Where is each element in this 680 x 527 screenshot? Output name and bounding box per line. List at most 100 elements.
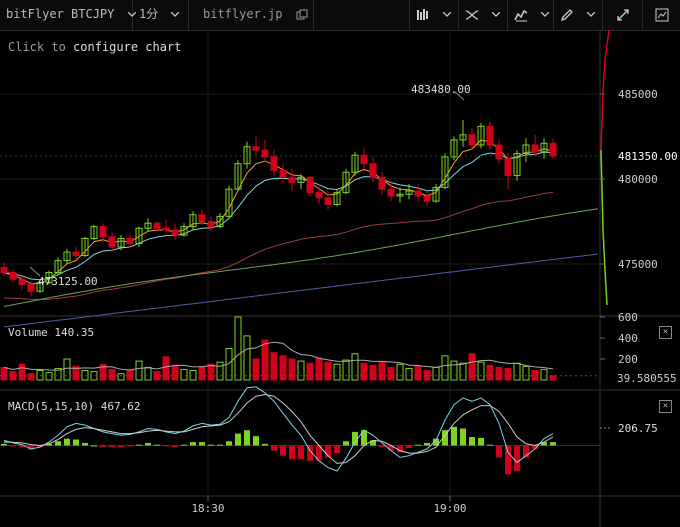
candle-body[interactable]	[495, 144, 503, 160]
candle-body[interactable]	[108, 236, 116, 248]
candle-body[interactable]	[18, 278, 26, 285]
price-chart[interactable]: 483480.00 473125.00 485000 480000 475000 4813…	[0, 30, 680, 527]
candle-body[interactable]	[405, 190, 413, 195]
candle-body[interactable]	[441, 156, 449, 189]
candle-body[interactable]	[414, 190, 422, 197]
candle-body[interactable]	[423, 195, 431, 202]
volume-bar	[234, 316, 242, 381]
volume-bar	[468, 353, 476, 381]
candle-body[interactable]	[378, 176, 386, 190]
candle-body[interactable]	[252, 146, 260, 151]
candle-body[interactable]	[225, 188, 233, 217]
symbol-selector[interactable]: bitFlyer BTCJPY	[0, 0, 136, 30]
candle-body[interactable]	[0, 266, 8, 273]
candle-body[interactable]	[135, 227, 143, 245]
candle-body[interactable]	[459, 134, 467, 141]
candle-type-button[interactable]	[409, 0, 459, 30]
candle-body[interactable]	[270, 156, 278, 172]
candle-body[interactable]	[504, 158, 512, 177]
macd-histogram-bar	[118, 445, 124, 448]
candle-body[interactable]	[99, 226, 107, 238]
source-link[interactable]: bitflyer.jp	[189, 0, 314, 30]
candle-body[interactable]	[387, 188, 395, 197]
candle-body[interactable]	[342, 171, 350, 194]
compare-button[interactable]	[508, 0, 554, 30]
candle-body[interactable]	[45, 272, 53, 284]
candle-body[interactable]	[180, 226, 188, 236]
candle-body[interactable]	[189, 214, 197, 228]
close-volume-panel-button[interactable]: ✕	[659, 326, 672, 339]
volume-last-label: 39.580555	[617, 372, 677, 385]
candle-body[interactable]	[315, 192, 323, 199]
draw-button[interactable]	[554, 0, 603, 30]
indicators-button[interactable]	[459, 0, 508, 30]
candle-body[interactable]	[243, 146, 251, 165]
candle-body[interactable]	[171, 229, 179, 236]
candle-body[interactable]	[198, 214, 206, 222]
candle-body[interactable]	[207, 221, 215, 228]
candle-body[interactable]	[549, 142, 557, 157]
candle-body[interactable]	[432, 187, 440, 202]
candle-body[interactable]	[324, 197, 332, 205]
ema-mid-line	[3, 151, 554, 281]
candle-body[interactable]	[513, 153, 521, 177]
candle-body[interactable]	[333, 192, 341, 206]
macd-histogram-bar	[154, 444, 160, 446]
candle-body[interactable]	[144, 222, 152, 229]
chevron-down-icon	[587, 11, 596, 17]
candle-body[interactable]	[81, 238, 89, 256]
volume-bar	[306, 362, 314, 381]
candle-body[interactable]	[486, 125, 494, 146]
volume-bar	[36, 370, 44, 381]
hint-prefix: Click to	[8, 40, 74, 54]
macd-histogram-bar	[127, 445, 133, 447]
macd-histogram-bar	[469, 437, 475, 446]
symbol-label: bitFlyer BTCJPY	[6, 7, 115, 21]
candle-body[interactable]	[360, 154, 368, 165]
macd-histogram-bar	[433, 438, 439, 446]
candle-body[interactable]	[306, 176, 314, 194]
candle-body[interactable]	[54, 260, 62, 274]
candle-body[interactable]	[279, 170, 287, 178]
candle-body[interactable]	[369, 163, 377, 178]
chart-toolbar: bitFlyer BTCJPY 1分 bitflyer.jp	[0, 0, 680, 31]
close-macd-panel-button[interactable]: ✕	[659, 400, 672, 413]
candle-body[interactable]	[351, 154, 359, 173]
high-leader	[454, 91, 465, 101]
candle-body[interactable]	[216, 215, 224, 228]
macd-histogram-bar	[172, 445, 178, 448]
candle-body[interactable]	[522, 144, 530, 154]
candle-body[interactable]	[72, 251, 80, 257]
candle-body[interactable]	[162, 227, 170, 231]
macd-histogram-bar	[262, 443, 268, 446]
candle-body[interactable]	[27, 283, 35, 292]
candle-body[interactable]	[450, 139, 458, 158]
candle-body[interactable]	[540, 142, 548, 153]
candle-body[interactable]	[234, 163, 242, 190]
candle-body[interactable]	[396, 193, 404, 197]
candle-body[interactable]	[288, 176, 296, 183]
candle-body[interactable]	[261, 149, 269, 158]
fullscreen-button[interactable]	[603, 0, 643, 30]
ma-longer-line	[3, 253, 599, 328]
candle-body[interactable]	[477, 125, 485, 146]
candle-body[interactable]	[531, 144, 539, 153]
candle-body[interactable]	[36, 282, 44, 292]
candle-body[interactable]	[153, 222, 161, 229]
price-tick-label: 485000	[618, 88, 658, 101]
candle-body[interactable]	[297, 176, 305, 183]
snapshot-icon	[655, 8, 668, 21]
volume-bar	[315, 357, 323, 381]
volume-bar	[27, 373, 35, 381]
candle-body[interactable]	[468, 134, 476, 146]
candle-body[interactable]	[90, 226, 98, 240]
macd-histogram-bar	[487, 444, 493, 446]
configure-chart-hint[interactable]: Click to configure chart	[8, 40, 181, 54]
snapshot-button[interactable]	[643, 0, 680, 30]
candle-body[interactable]	[9, 272, 17, 280]
interval-selector[interactable]: 1分	[133, 0, 189, 30]
candle-body[interactable]	[117, 238, 125, 248]
candle-body[interactable]	[63, 251, 71, 262]
volume-bar	[387, 366, 395, 381]
candle-body[interactable]	[126, 238, 134, 245]
